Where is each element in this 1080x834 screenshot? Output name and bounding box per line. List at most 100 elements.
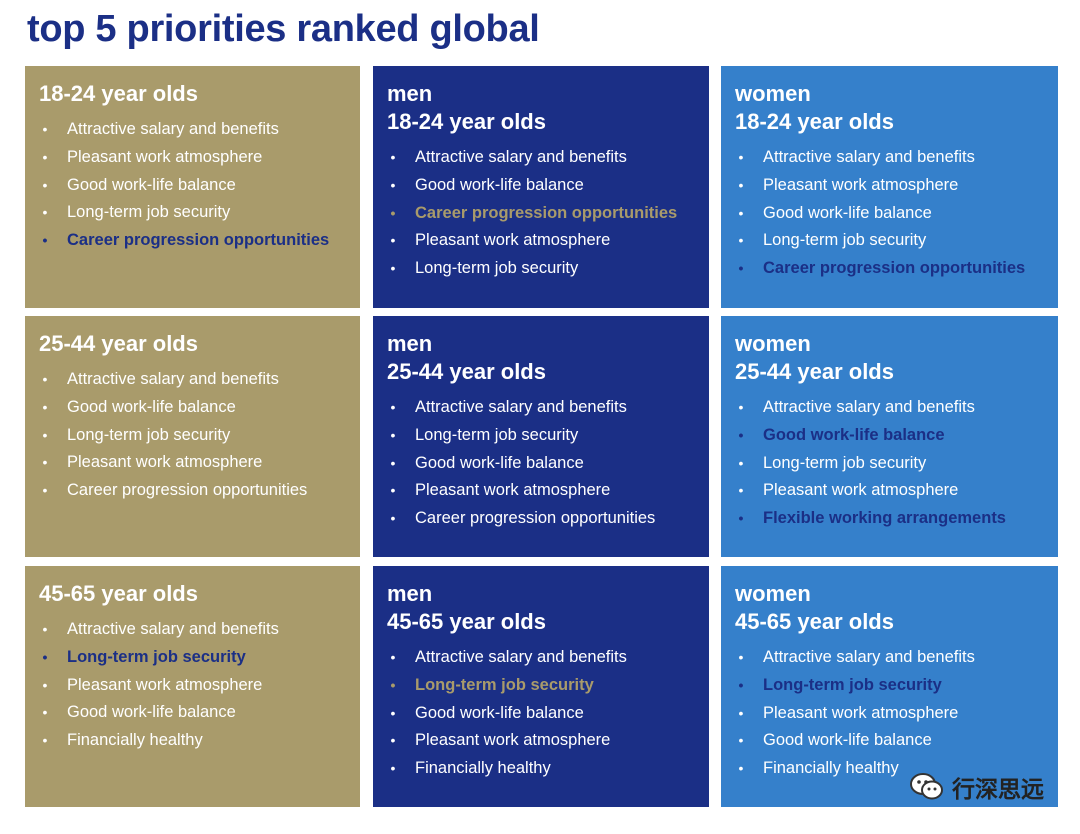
priority-item: • Attractive salary and benefits	[387, 394, 699, 422]
card-heading: women	[735, 81, 811, 106]
priority-text: Pleasant work atmosphere	[415, 481, 611, 500]
bullet-icon: •	[42, 676, 48, 693]
bullet-icon: •	[738, 399, 744, 415]
priority-item: • Good work-life balance	[39, 172, 350, 200]
bullet-icon: •	[390, 482, 396, 499]
bullet-icon: •	[390, 149, 396, 165]
priority-text: Good work-life balance	[763, 203, 932, 222]
priority-list: • Attractive salary and benefits • Long-ter…	[735, 644, 1048, 783]
card-all-18-24: 18-24 year olds • Attractive salary and be…	[25, 66, 360, 308]
priority-item: • Career progression opportunities	[387, 505, 699, 533]
card-heading: women	[735, 331, 811, 356]
bullet-icon: •	[42, 121, 48, 137]
priority-text: Career progression opportunities	[67, 481, 308, 500]
bullet-icon: •	[42, 732, 48, 749]
priority-text: Good work-life balance	[415, 175, 584, 194]
priority-item: • Pleasant work atmosphere	[39, 449, 350, 477]
priority-item: • Good work-life balance	[735, 422, 1048, 450]
priority-list: • Attractive salary and benefits • Long-ter…	[387, 644, 699, 783]
priority-text: Long-term job security	[763, 675, 942, 694]
priority-text: Pleasant work atmosphere	[763, 703, 959, 722]
priority-text: Long-term job security	[763, 453, 927, 472]
bullet-icon: •	[738, 732, 744, 749]
card-men-25-44: men 25-44 year olds • Attractive salary and…	[373, 316, 709, 557]
priority-item: • Pleasant work atmosphere	[387, 227, 699, 255]
priority-item: • Attractive salary and benefits	[735, 144, 1048, 172]
priority-item: • Financially healthy	[387, 755, 699, 783]
card-women-25-44: women 25-44 year olds • Attractive salary a…	[721, 316, 1058, 557]
priority-text: Attractive salary and benefits	[763, 648, 975, 666]
priority-list: • Attractive salary and benefits • Good wor…	[39, 366, 350, 505]
card-all-45-65: 45-65 year olds • Attractive salary and be…	[25, 566, 360, 807]
priority-list: • Attractive salary and benefits • Long-ter…	[39, 616, 350, 755]
priority-item: • Good work-life balance	[387, 450, 699, 478]
priority-text: Good work-life balance	[67, 397, 236, 416]
priority-item: • Career progression opportunities	[387, 200, 699, 228]
priority-text: Pleasant work atmosphere	[415, 231, 611, 250]
priority-text: Long-term job security	[415, 259, 579, 278]
card-heading: men	[387, 81, 433, 106]
priority-item: • Long-term job security	[387, 422, 699, 450]
priority-item: • Pleasant work atmosphere	[39, 144, 350, 172]
priority-text: Long-term job security	[415, 675, 594, 694]
priority-item: • Attractive salary and benefits	[735, 394, 1048, 422]
bullet-icon: •	[42, 454, 48, 471]
priority-item: • Attractive salary and benefits	[39, 366, 350, 394]
bullet-icon: •	[738, 704, 744, 721]
priority-text: Pleasant work atmosphere	[67, 453, 263, 472]
priority-item: • Long-term job security	[735, 672, 1048, 700]
priority-item: • Attractive salary and benefits	[735, 644, 1048, 672]
bullet-icon: •	[738, 760, 744, 777]
priority-item: • Long-term job security	[387, 672, 699, 700]
priority-text: Financially healthy	[67, 731, 203, 750]
bullet-icon: •	[42, 148, 48, 165]
bullet-icon: •	[738, 176, 744, 193]
card-heading: 25-44 year olds	[39, 331, 198, 356]
card-women-45-65: women 45-65 year olds • Attractive salary a…	[721, 566, 1058, 807]
priority-item: • Long-term job security	[39, 644, 350, 672]
priority-list: • Attractive salary and benefits • Good wor…	[735, 394, 1048, 533]
priority-item: • Flexible working arrangements	[735, 505, 1048, 533]
priority-item: • Long-term job security	[39, 199, 350, 227]
priority-text: Pleasant work atmosphere	[763, 175, 959, 194]
card-heading: 25-44 year olds	[387, 359, 546, 384]
priority-item: • Pleasant work atmosphere	[735, 700, 1048, 728]
bullet-icon: •	[42, 482, 48, 499]
priority-text: Attractive salary and benefits	[67, 120, 279, 138]
bullet-icon: •	[738, 232, 744, 249]
priority-text: Long-term job security	[67, 647, 246, 666]
priority-text: Attractive salary and benefits	[763, 398, 975, 416]
priority-text: Attractive salary and benefits	[67, 370, 279, 388]
bullet-icon: •	[738, 204, 744, 221]
priority-item: • Attractive salary and benefits	[39, 616, 350, 644]
priority-item: • Good work-life balance	[735, 200, 1048, 228]
priority-text: Career progression opportunities	[415, 203, 678, 222]
priority-item: • Career progression opportunities	[735, 255, 1048, 283]
priority-item: • Career progression opportunities	[39, 477, 350, 505]
bullet-icon: •	[390, 649, 396, 665]
card-heading: 45-65 year olds	[387, 609, 546, 634]
priority-text: Attractive salary and benefits	[763, 148, 975, 166]
priority-text: Long-term job security	[763, 231, 927, 250]
priority-item: • Financially healthy	[735, 755, 1048, 783]
priority-text: Good work-life balance	[763, 731, 932, 750]
priority-item: • Good work-life balance	[39, 394, 350, 422]
bullet-icon: •	[738, 426, 744, 443]
priority-item: • Long-term job security	[39, 422, 350, 450]
priority-text: Attractive salary and benefits	[415, 148, 627, 166]
bullet-icon: •	[390, 176, 396, 193]
priority-list: • Attractive salary and benefits • Pleasant…	[735, 144, 1048, 283]
bullet-icon: •	[42, 426, 48, 443]
priority-item: • Long-term job security	[387, 255, 699, 283]
bullet-icon: •	[390, 510, 396, 527]
priority-item: • Long-term job security	[735, 227, 1048, 255]
card-heading: 25-44 year olds	[735, 359, 894, 384]
bullet-icon: •	[738, 149, 744, 165]
bullet-icon: •	[390, 454, 396, 471]
bullet-icon: •	[390, 676, 396, 693]
priority-list: • Attractive salary and benefits • Good wor…	[387, 144, 699, 283]
priority-text: Good work-life balance	[415, 703, 584, 722]
card-heading: 45-65 year olds	[39, 581, 198, 606]
priority-item: • Pleasant work atmosphere	[735, 477, 1048, 505]
